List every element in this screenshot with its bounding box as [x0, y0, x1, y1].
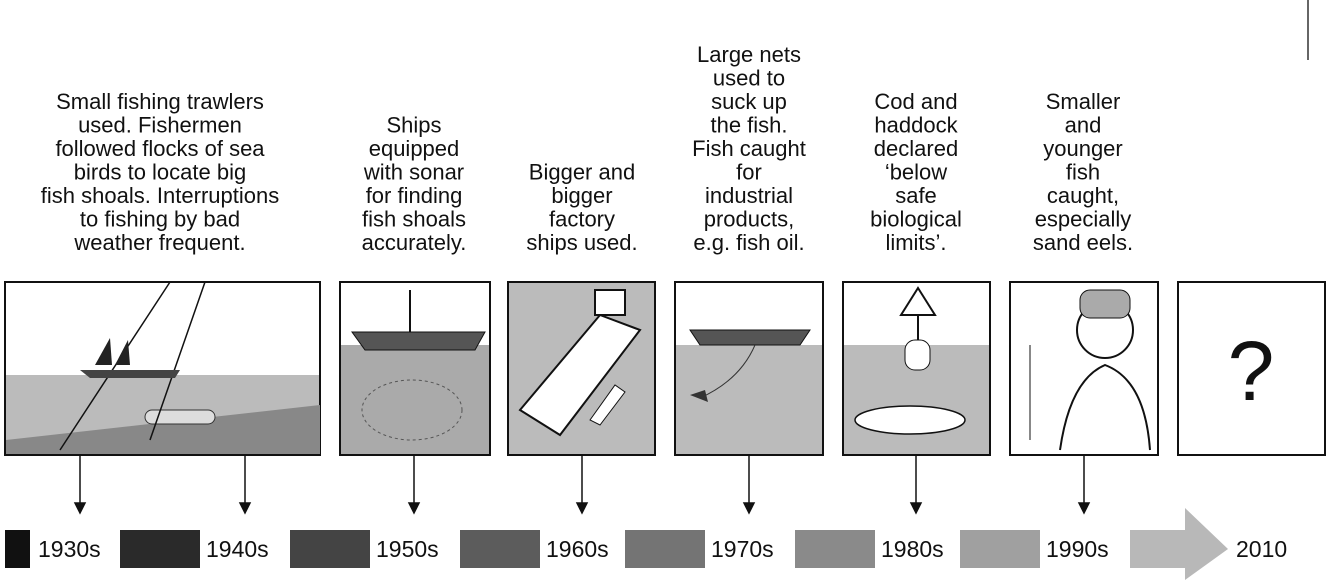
caption-line: ‘below — [885, 160, 947, 185]
period-label: 2010 — [1236, 536, 1287, 562]
period-label: 1980s — [881, 536, 944, 562]
panel-1950s — [340, 282, 490, 455]
caption-line: for finding — [366, 183, 463, 208]
panel-1960s — [508, 282, 655, 455]
caption-line: factory — [549, 207, 615, 232]
caption-line: and — [1065, 113, 1102, 138]
caption-line: for — [736, 160, 762, 185]
panel-1930s — [5, 282, 320, 455]
caption-line: products, — [704, 207, 795, 232]
caption-line: the fish. — [710, 113, 787, 138]
unknown-mark: ? — [1228, 324, 1275, 418]
caption-line: to fishing by bad — [80, 207, 240, 232]
caption-line: sand eels. — [1033, 230, 1133, 255]
caption-line: birds to locate big — [74, 160, 246, 185]
period-block — [960, 530, 1040, 568]
caption-line: bigger — [551, 183, 612, 208]
period-block — [625, 530, 705, 568]
caption-line: suck up — [711, 89, 787, 114]
caption-line: weather frequent. — [73, 230, 245, 255]
caption-line: followed flocks of sea — [55, 136, 265, 161]
caption-line: haddock — [874, 113, 958, 138]
period-label: 1960s — [546, 536, 609, 562]
caption-line: Fish caught — [692, 136, 806, 161]
caption-line: Cod and — [874, 89, 957, 114]
caption-line: Bigger and — [529, 160, 635, 185]
caption-line: especially — [1035, 207, 1132, 232]
caption-line: limits’. — [885, 230, 946, 255]
caption-line: Large nets — [697, 42, 801, 67]
caption-line: used. Fishermen — [78, 113, 242, 138]
caption-line: biological — [870, 207, 962, 232]
panel-1990s — [1010, 282, 1158, 455]
caption-line: industrial — [705, 183, 793, 208]
period-label: 1990s — [1046, 536, 1109, 562]
period-label: 1950s — [376, 536, 439, 562]
connectors — [75, 455, 1089, 513]
caption-line: ships used. — [526, 230, 637, 255]
caption-line: fish shoals. Interruptions — [41, 183, 279, 208]
caption-line: declared — [874, 136, 958, 161]
caption-line: Ships — [386, 113, 441, 138]
panel-1970s — [675, 282, 823, 455]
caption-line: Smaller — [1046, 89, 1121, 114]
period-label: 1940s — [206, 536, 269, 562]
period-block — [460, 530, 540, 568]
caption-line: e.g. fish oil. — [693, 230, 804, 255]
future-arrow — [1130, 508, 1228, 580]
period-block — [120, 530, 200, 568]
period-label: 1970s — [711, 536, 774, 562]
caption-line: fish — [1066, 160, 1100, 185]
period-block — [795, 530, 875, 568]
caption-line: used to — [713, 66, 785, 91]
caption-line: equipped — [369, 136, 460, 161]
panel-1980s — [843, 282, 990, 455]
caption-line: Small fishing trawlers — [56, 89, 264, 114]
period-block — [5, 530, 30, 568]
caption-line: younger — [1043, 136, 1123, 161]
timeline-diagram: ? Small fishing trawlersused. Fishermenf… — [0, 0, 1331, 580]
caption-line: safe — [895, 183, 937, 208]
caption-line: accurately. — [362, 230, 467, 255]
caption-line: fish shoals — [362, 207, 466, 232]
period-label: 1930s — [38, 536, 101, 562]
caption-line: with sonar — [363, 160, 464, 185]
period-block — [290, 530, 370, 568]
caption-line: caught, — [1047, 183, 1119, 208]
